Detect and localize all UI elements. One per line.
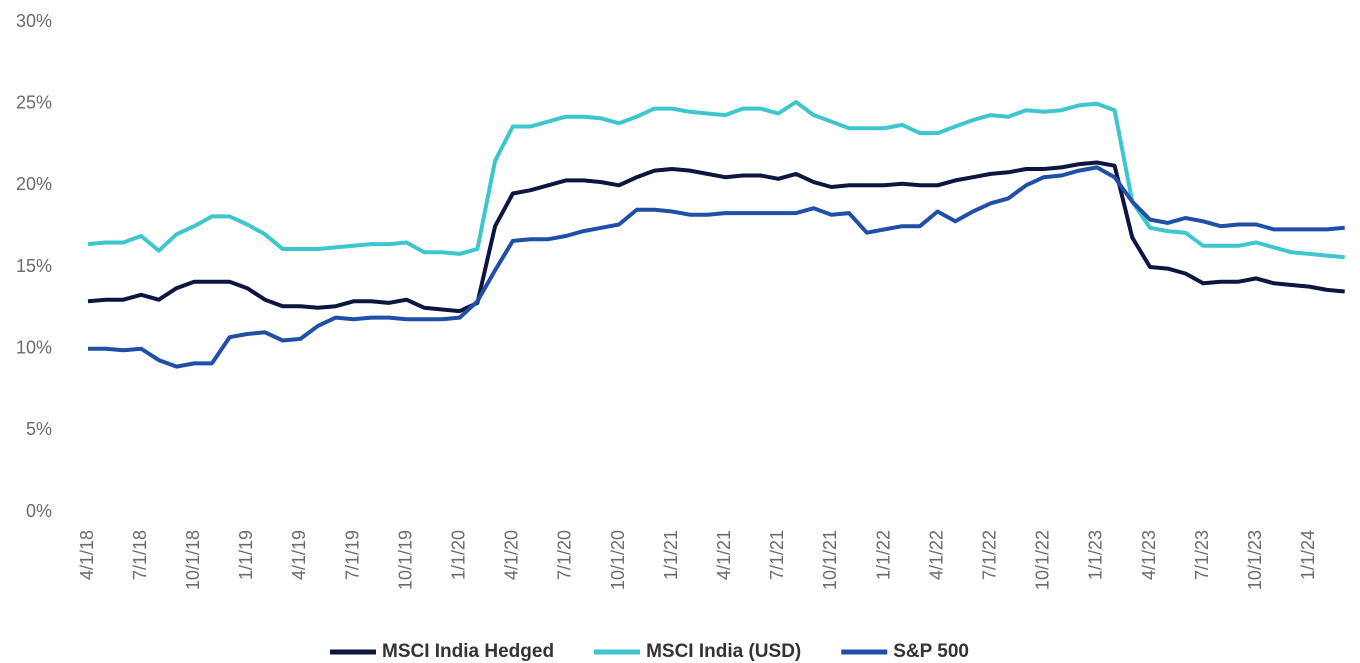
x-tick-label: 10/1/23 [1245, 530, 1265, 590]
x-tick-label: 4/1/21 [714, 530, 734, 580]
x-tick-label: 7/1/18 [130, 530, 150, 580]
x-tick-label: 7/1/22 [979, 530, 999, 580]
x-tick-label: 7/1/19 [342, 530, 362, 580]
y-tick-label: 5% [26, 419, 52, 439]
y-tick-label: 30% [16, 11, 52, 31]
x-tick-label: 1/1/23 [1086, 530, 1106, 580]
x-tick-label: 1/1/22 [873, 530, 893, 580]
y-tick-label: 0% [26, 501, 52, 521]
series-line [88, 165, 1345, 369]
y-tick-label: 10% [16, 337, 52, 357]
x-tick-label: 7/1/21 [767, 530, 787, 580]
series-line [87, 160, 1345, 314]
x-tick-label: 10/1/18 [183, 530, 203, 590]
y-tick-label: 25% [16, 92, 52, 112]
x-tick-label: 10/1/20 [608, 530, 628, 590]
x-tick-label: 4/1/18 [77, 530, 97, 580]
x-tick-label: 4/1/23 [1139, 530, 1159, 580]
x-tick-label: 1/1/24 [1298, 530, 1318, 580]
x-tick-label: 4/1/19 [289, 530, 309, 580]
x-tick-label: 7/1/23 [1192, 530, 1212, 580]
legend-label: MSCI India (USD) [646, 641, 801, 662]
x-tick-label: 1/1/19 [236, 530, 256, 580]
x-tick-label: 4/1/22 [926, 530, 946, 580]
x-tick-label: 10/1/19 [395, 530, 415, 590]
x-tick-label: 10/1/21 [820, 530, 840, 590]
x-tick-label: 4/1/20 [502, 530, 522, 580]
y-tick-label: 20% [16, 174, 52, 194]
legend-label: MSCI India Hedged [382, 641, 554, 662]
x-tick-label: 1/1/20 [448, 530, 468, 580]
x-tick-label: 1/1/21 [661, 530, 681, 580]
x-tick-label: 7/1/20 [555, 530, 575, 580]
x-tick-label: 10/1/22 [1033, 530, 1053, 590]
series-line [87, 100, 1345, 260]
legend-label: S&P 500 [893, 641, 969, 662]
y-tick-label: 15% [16, 256, 52, 276]
